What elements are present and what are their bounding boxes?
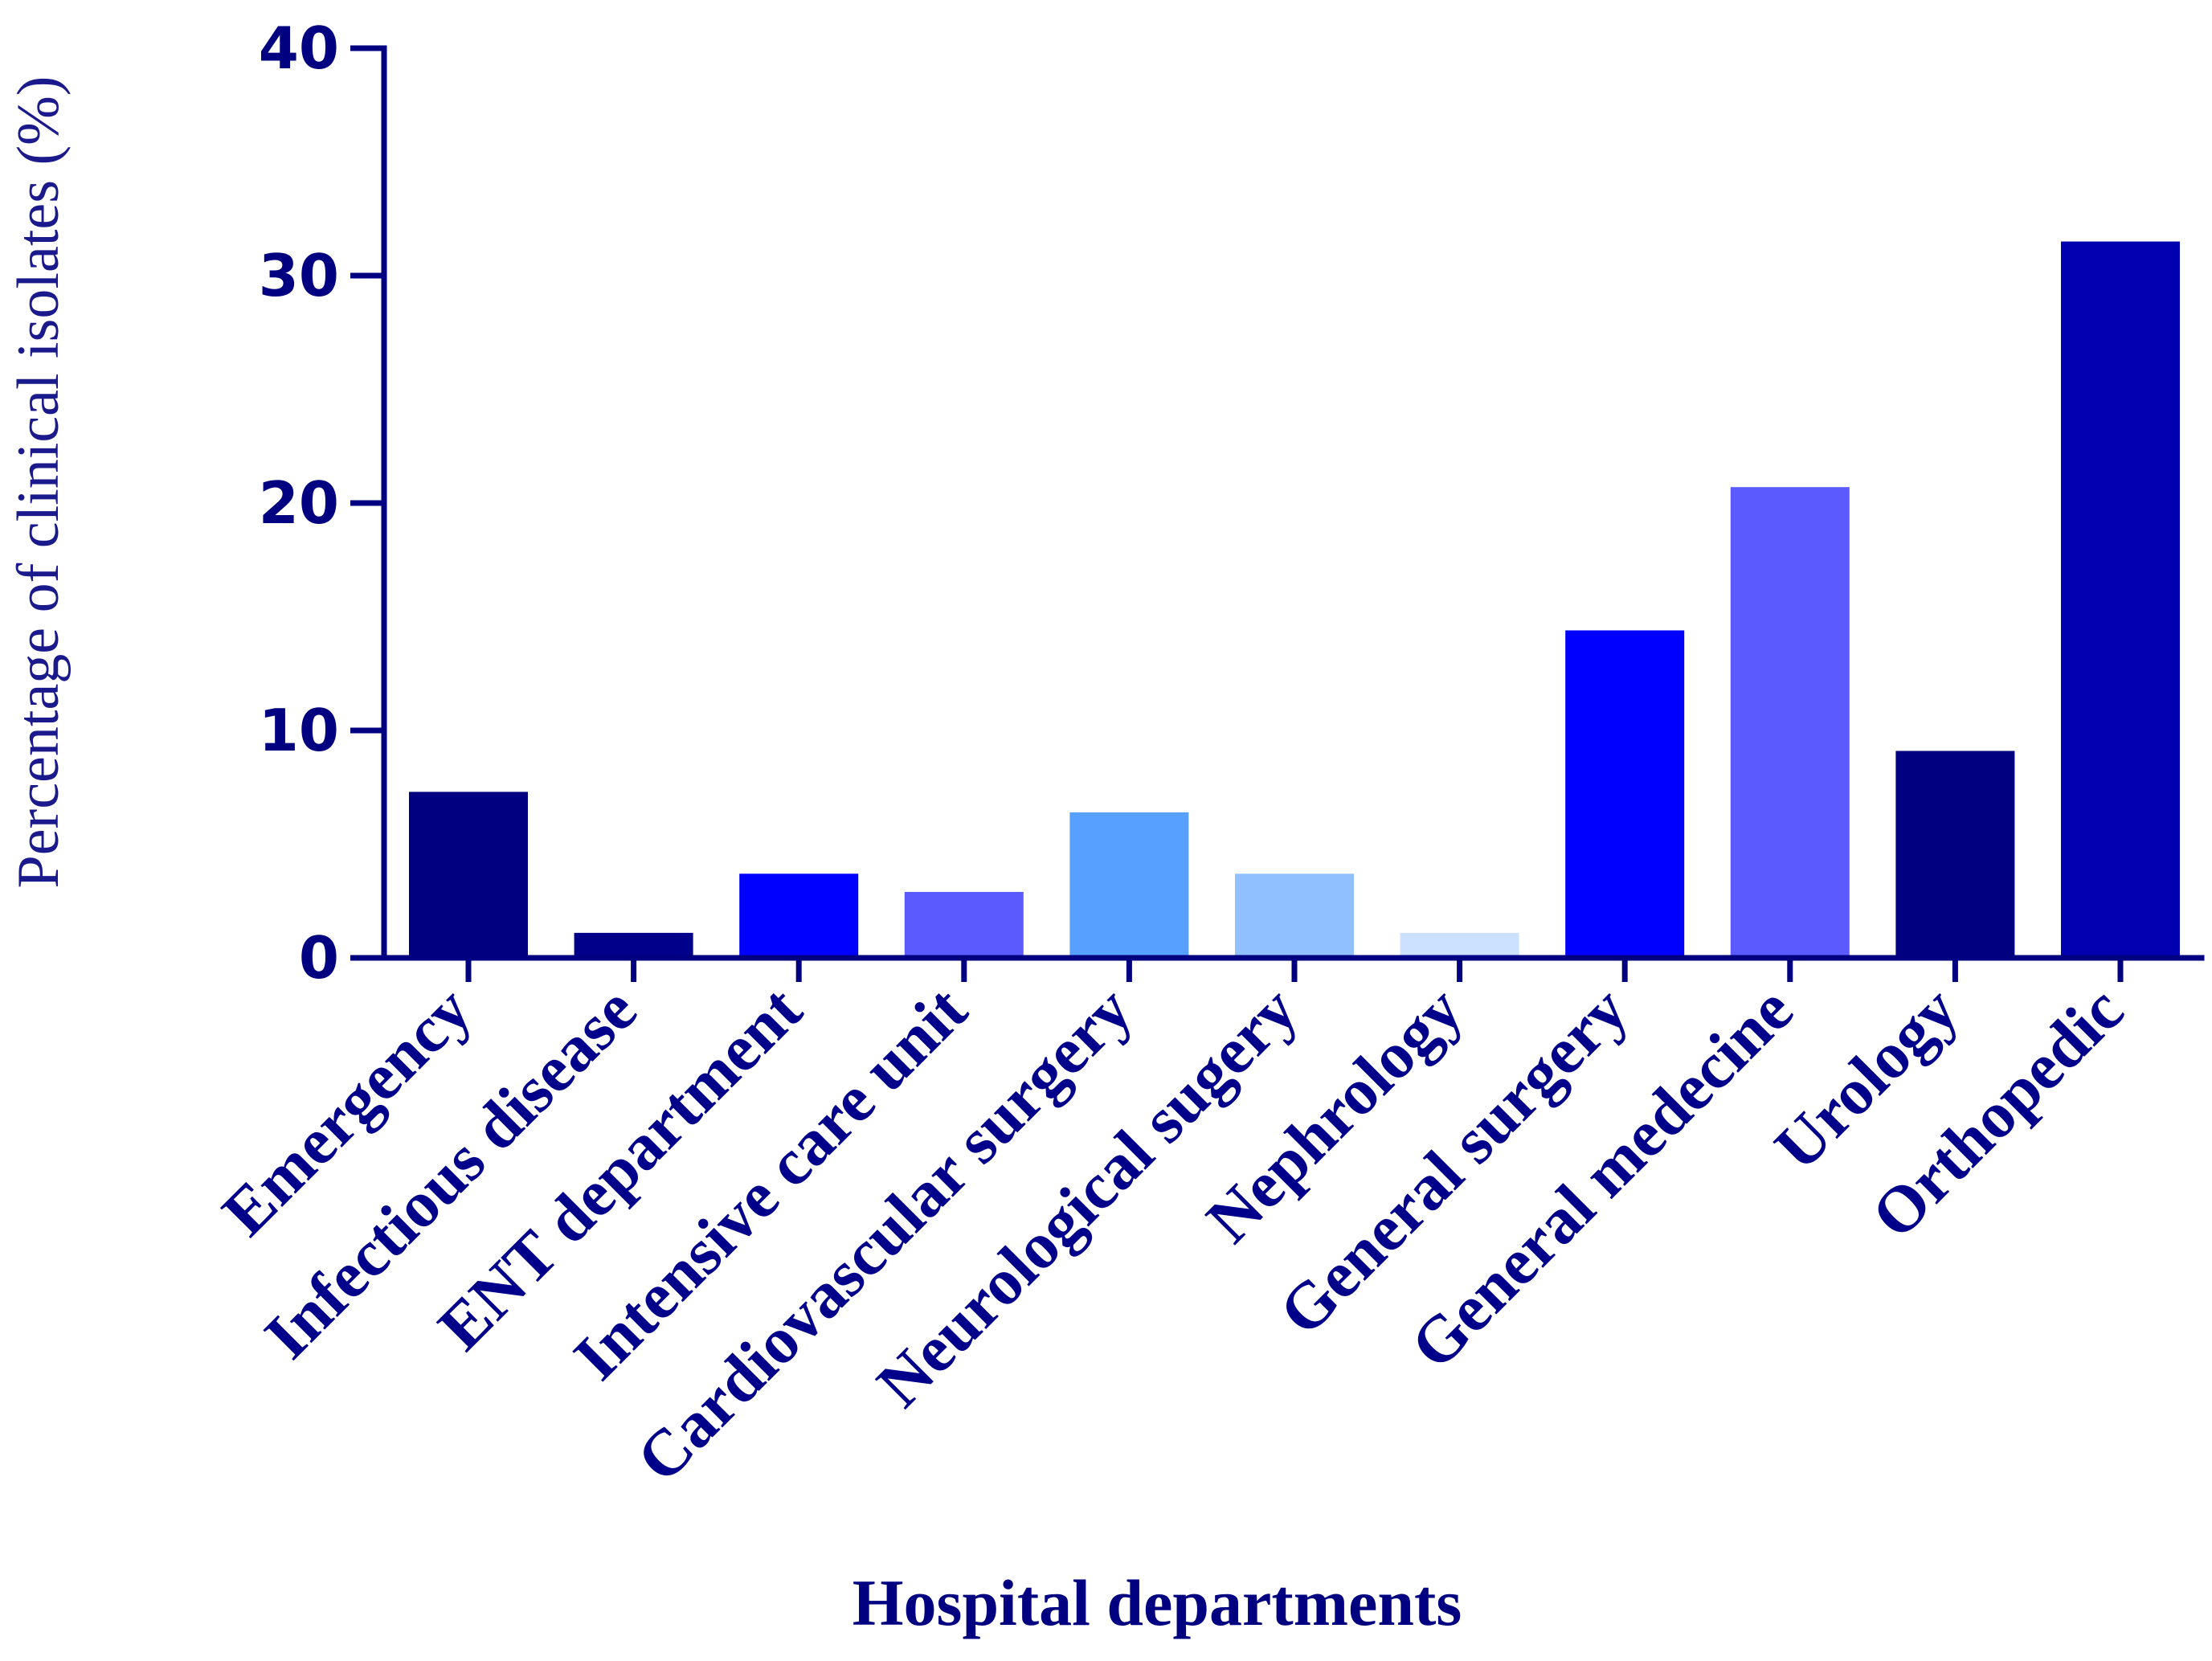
y-tick-label: 20 <box>259 469 339 537</box>
bar-general-surgery <box>1565 630 1685 958</box>
y-tick-label: 40 <box>259 14 339 82</box>
y-tick-label: 0 <box>299 924 339 992</box>
x-axis-title: Hospital departments <box>852 1566 1462 1639</box>
y-tick-label: 30 <box>259 242 339 309</box>
y-ticks: 0 10 20 30 40 <box>259 14 384 992</box>
bar-neurological-sugery <box>1235 873 1354 958</box>
bar-emergency <box>409 792 528 958</box>
bar-orthopedic <box>2061 241 2180 958</box>
y-tick-label: 10 <box>259 697 339 764</box>
bar-cardiovascular-surgery <box>1069 812 1189 958</box>
bar-intensive-care-unit <box>904 891 1024 958</box>
bars-layer <box>409 241 2180 958</box>
bar-ent-department <box>739 873 859 958</box>
bar-nephrology <box>1400 932 1519 958</box>
bar-general-medecine <box>1730 487 1850 958</box>
bar-infectious-disease <box>574 932 693 958</box>
y-axis-title: Percentage of clinical isolates (%) <box>6 76 72 889</box>
bar-urology <box>1895 751 2015 958</box>
